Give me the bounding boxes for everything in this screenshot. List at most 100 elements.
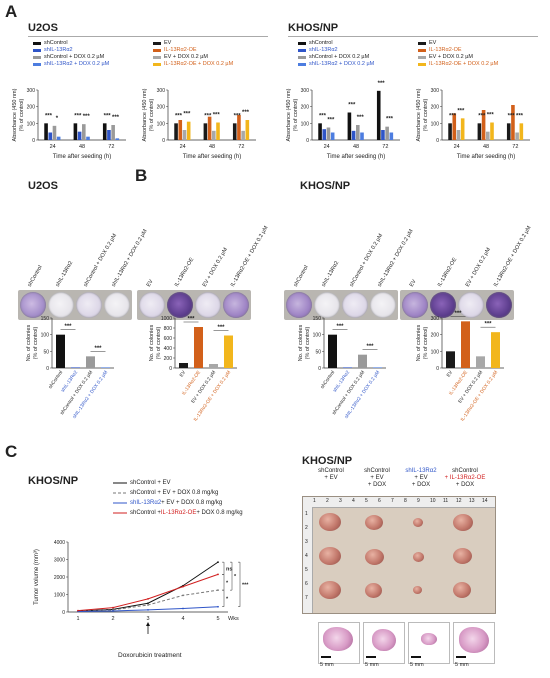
y-tick-label: 200 <box>431 105 440 111</box>
dish-strip-u2os-oe <box>137 290 251 320</box>
colony-dish <box>20 292 46 318</box>
y-tick-label: 2000 <box>54 575 65 581</box>
significance-mark: *** <box>336 324 344 330</box>
bar <box>318 123 322 140</box>
tumor-group-line: + EV <box>324 475 338 481</box>
bar <box>511 105 515 140</box>
legend-label: shIL-13Rα2 + DOX 0.2 µM <box>44 61 110 67</box>
y-tick-label: 1000 <box>54 593 65 599</box>
bar <box>322 129 327 140</box>
data-point <box>217 561 219 564</box>
panel-b-u2os-title: U2OS <box>28 180 58 192</box>
legend-label-highlight: IL-13Rα2-OE <box>160 510 197 516</box>
bar <box>56 334 65 368</box>
panel-a-u2os-title: U2OS <box>28 22 58 34</box>
bar <box>343 367 352 368</box>
bar <box>490 122 494 140</box>
legend-entry: IL-13Rα2-OE <box>153 47 233 54</box>
y-axis-label: No. of colonies <box>298 325 304 362</box>
significance-mark: * <box>234 574 237 580</box>
ruler-mark: 14 <box>482 498 488 504</box>
x-axis-label: Time after seeding (h) <box>457 154 515 160</box>
significance-mark: *** <box>449 113 457 119</box>
bar <box>209 364 218 368</box>
legend-swatch <box>33 56 41 59</box>
tumor <box>365 549 384 565</box>
legend-u2os-oe: EV IL-13Rα2-OE EV + DOX 0.2 µM IL-13Rα2-OE … <box>153 40 233 68</box>
data-point <box>182 585 184 588</box>
significance-mark: *** <box>64 324 72 330</box>
chart-b-khos-kd: 0 50 100 150 No. of colonies (% of control) sh… <box>298 316 386 420</box>
legend-swatch <box>298 42 306 45</box>
y-tick-label: 100 <box>41 333 50 339</box>
significance-mark: *** <box>183 112 191 118</box>
bar <box>376 90 381 140</box>
bar <box>174 123 178 140</box>
legend-swatch <box>33 63 41 66</box>
x-axis-label: Time after seeding (h) <box>327 154 385 160</box>
bar <box>245 120 250 140</box>
colony-dish <box>458 292 484 318</box>
tumor-group-line: + IL-13Rα2-OE <box>444 475 486 481</box>
legend-entry: shControl <box>298 40 374 47</box>
line-legend: shControl + EV shControl + EV + DOX 0.8 m… <box>113 478 243 518</box>
colony-dish <box>48 292 74 318</box>
bar <box>330 132 335 140</box>
ruler-mark: 1 <box>305 511 308 517</box>
y-axis-label: (% of control) <box>293 98 299 131</box>
x-tick-label: 72 <box>512 144 518 150</box>
panel-letter-c: C <box>5 442 18 461</box>
sig-bracket <box>222 561 225 575</box>
significance-mark: *** <box>175 113 183 119</box>
legend-label: shControl + EV <box>130 480 171 486</box>
legend-khos-oe: EV IL-13Rα2-OE EV + DOX 0.2 µM IL-13Rα2-OE … <box>418 40 498 68</box>
y-tick-label: 200 <box>157 105 166 111</box>
y-tick-label: 0 <box>318 366 321 372</box>
bar <box>77 131 82 140</box>
data-point <box>217 589 219 592</box>
y-tick-label: 300 <box>301 88 310 94</box>
bar <box>237 115 241 140</box>
legend-label: EV + DOX 0.2 µM <box>429 54 473 60</box>
chart-c-tumor-volume: 0 1000 2000 3000 4000 Tumor volume (mm³) 1 2 3 4 5… <box>34 540 249 634</box>
ruler-mark: 3 <box>339 498 342 504</box>
bar <box>446 351 455 368</box>
bar <box>107 130 111 140</box>
tumor <box>413 552 424 562</box>
colony-dish <box>76 292 102 318</box>
bar <box>224 335 233 368</box>
colony-dish <box>314 292 340 318</box>
bar <box>52 125 57 140</box>
y-tick-label: 300 <box>431 88 440 94</box>
bar <box>486 131 490 140</box>
bar <box>56 136 61 140</box>
ruler-mark: 7 <box>391 498 394 504</box>
legend-entry: EV + DOX 0.2 µM <box>153 54 233 61</box>
colony-dish <box>139 292 165 318</box>
colony-dish <box>195 292 221 318</box>
tumor <box>319 513 341 531</box>
bar <box>347 112 352 140</box>
x-tick-label: 24 <box>50 144 56 150</box>
sample-label: EV <box>408 278 418 288</box>
bar <box>73 123 78 140</box>
y-tick-label: 0 <box>306 138 309 144</box>
bar <box>179 363 188 368</box>
y-tick-label: 150 <box>313 316 322 322</box>
bar <box>460 118 465 140</box>
legend-swatch <box>298 56 306 59</box>
sample-label: IL-13Rα2-OE <box>173 256 196 288</box>
tumor <box>453 514 473 531</box>
bar <box>476 356 485 368</box>
ruler-mark: 6 <box>305 581 308 587</box>
data-point <box>217 605 219 608</box>
x-tick-label: shControl <box>47 370 64 390</box>
tumor-group-line: + EV <box>370 475 384 481</box>
bar <box>515 132 519 140</box>
x-axis-label: Wks <box>228 616 239 622</box>
significance-mark: *** <box>508 113 516 119</box>
legend-label: shControl <box>44 40 68 46</box>
sig-bracket <box>222 589 225 607</box>
y-tick-label: 100 <box>301 121 310 127</box>
bar <box>44 123 48 140</box>
